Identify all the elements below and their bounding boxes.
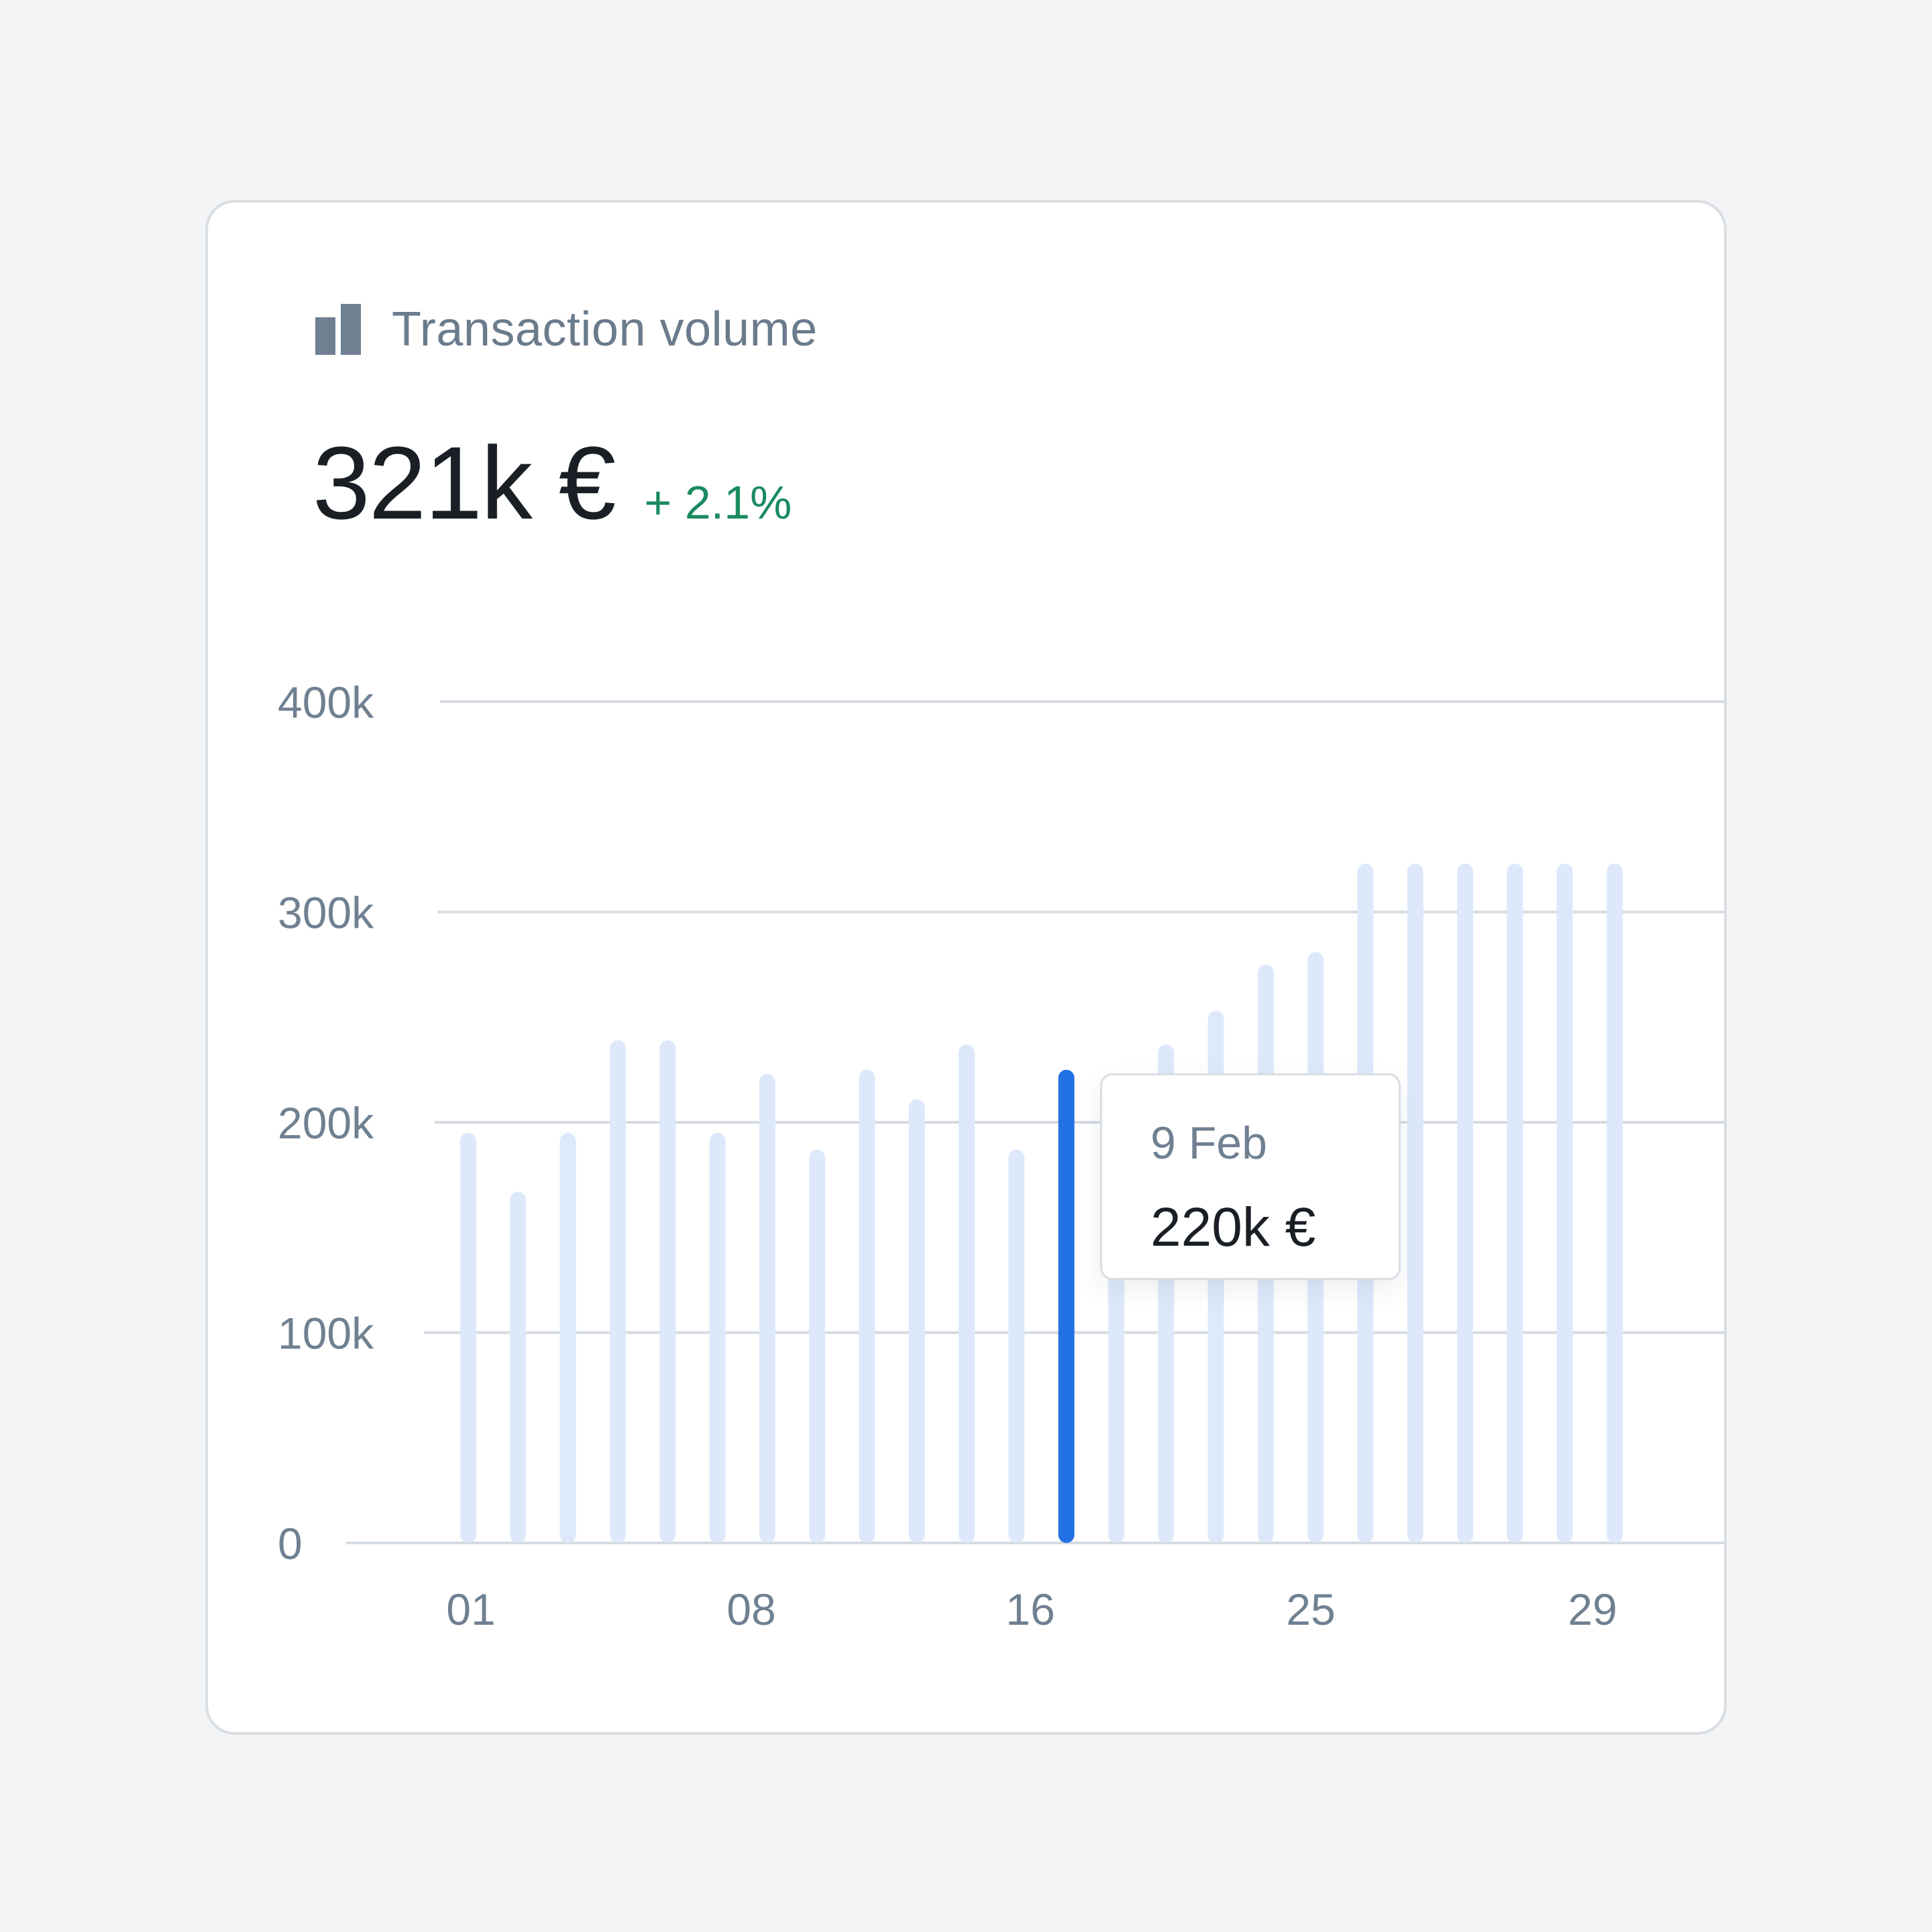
bar[interactable] <box>809 1149 826 1543</box>
bar[interactable] <box>1507 863 1523 1543</box>
kpi-value: 321k € <box>313 425 616 541</box>
y-tick-label: 100k <box>278 1309 374 1358</box>
x-tick-label: 25 <box>1286 1585 1335 1634</box>
bar[interactable] <box>1407 863 1424 1543</box>
bar-highlighted[interactable] <box>1058 1069 1075 1543</box>
y-tick-label: 200k <box>278 1098 374 1148</box>
x-tick-label: 01 <box>446 1585 495 1634</box>
chart-tooltip: 9 Feb 220k € <box>1100 1073 1401 1280</box>
bar[interactable] <box>1457 863 1473 1543</box>
bar[interactable] <box>510 1191 527 1543</box>
tooltip-value: 220k € <box>1150 1197 1316 1258</box>
card-header: Transaction volume <box>315 302 818 357</box>
x-tick-label: 08 <box>727 1585 775 1634</box>
y-tick-label: 0 <box>278 1519 303 1568</box>
y-tick-label: 300k <box>278 888 374 938</box>
x-tick-label: 16 <box>1006 1585 1055 1634</box>
card-title: Transaction volume <box>392 303 818 356</box>
bar[interactable] <box>859 1069 875 1543</box>
bar[interactable] <box>609 1040 626 1543</box>
bar[interactable] <box>908 1099 925 1543</box>
bar[interactable] <box>759 1073 775 1543</box>
x-tick-label: 29 <box>1568 1585 1617 1634</box>
transaction-volume-card: Transaction volume 321k € + 2.1% 0 100k 20… <box>205 200 1727 1735</box>
bar[interactable] <box>959 1044 975 1543</box>
bar[interactable] <box>1606 863 1623 1543</box>
bar[interactable] <box>1556 863 1573 1543</box>
bar-chart: 0 100k 200k 300k 400k 01 08 16 25 29 <box>278 678 1724 1634</box>
bar-chart-icon <box>315 304 361 355</box>
tooltip-date: 9 Feb <box>1150 1118 1267 1169</box>
bar[interactable] <box>460 1132 476 1543</box>
kpi: 321k € + 2.1% <box>313 424 792 543</box>
bar[interactable] <box>709 1132 726 1543</box>
y-tick-label: 400k <box>278 678 374 727</box>
kpi-change: + 2.1% <box>644 476 792 529</box>
bar[interactable] <box>659 1040 676 1543</box>
bar[interactable] <box>1008 1149 1025 1543</box>
bar[interactable] <box>559 1132 576 1543</box>
